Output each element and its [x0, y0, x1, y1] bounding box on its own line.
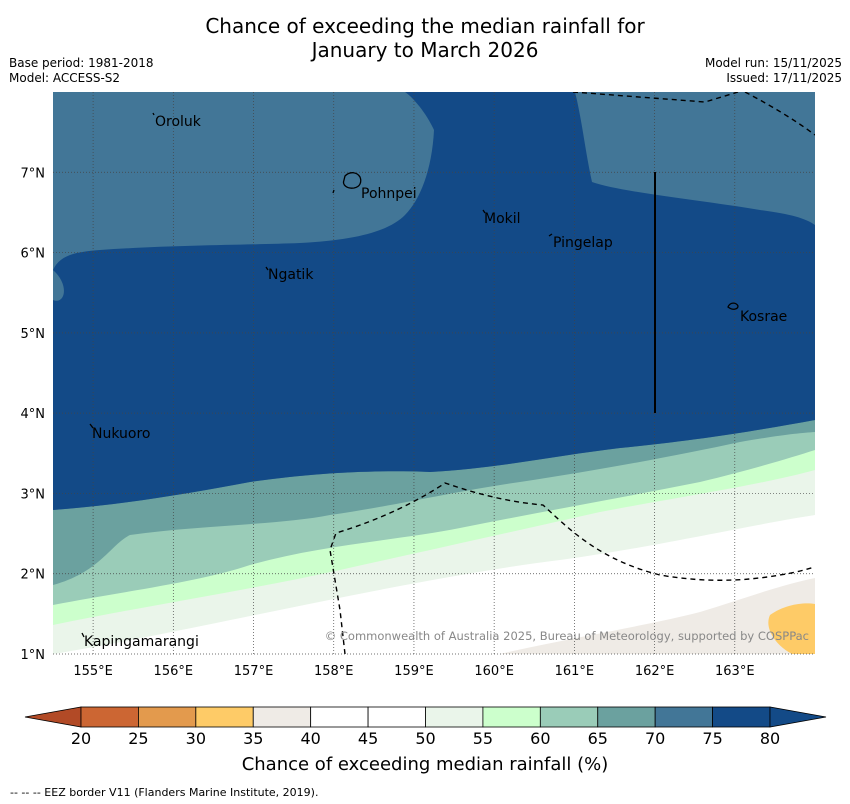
longitude-label: 159°E: [394, 664, 434, 679]
model-run-label: Model run: 15/11/2025: [704, 56, 842, 70]
colorbar-extend-low: [24, 706, 82, 728]
latitude-label: 7°N: [21, 166, 46, 181]
colorbar-segment: [252, 706, 312, 728]
place-label-nukuoro: Nukuoro: [92, 426, 150, 442]
colorbar: [24, 706, 827, 728]
latitude-labels: 7°N 6°N 5°N 4°N 3°N 2°N 1°N: [21, 166, 46, 663]
colorbar-tick-label: 60: [530, 729, 551, 748]
colorbar-tick-label: 80: [759, 729, 781, 748]
colorbar-tick-label: 20: [70, 729, 92, 748]
colorbar-tick-label: 30: [185, 729, 207, 748]
colorbar-segment: [367, 706, 426, 728]
map-title-line-1: Chance of exceeding the median rainfall …: [205, 14, 645, 38]
ngatik-atoll: [265, 266, 269, 271]
colorbar-tick-label: 35: [243, 729, 264, 748]
latitude-label: 5°N: [21, 327, 46, 342]
colorbar-title: Chance of exceeding median rainfall (%): [241, 754, 609, 775]
model-label: Model: ACCESS-S2: [9, 71, 121, 85]
longitude-label: 161°E: [555, 664, 595, 679]
longitude-label: 160°E: [474, 664, 514, 679]
colorbar-tick-label: 45: [357, 729, 379, 748]
mokil-atoll: [482, 209, 486, 214]
band-above-80: [53, 92, 815, 510]
colorbar-tick-label: 25: [128, 729, 149, 748]
place-label-ngatik: Ngatik: [268, 267, 314, 283]
colorbar-segment: [310, 706, 369, 728]
place-label-pingelap: Pingelap: [553, 235, 613, 251]
colorbar-segment: [712, 706, 771, 728]
longitude-label: 158°E: [314, 664, 354, 679]
colorbar-tick-label: 70: [644, 729, 666, 748]
base-period-label: Base period: 1981-2018: [9, 56, 154, 70]
place-label-kapingamarangi: Kapingamarangi: [84, 634, 199, 650]
map-title-line-2: January to March 2026: [311, 38, 539, 62]
kosrae-island: [727, 302, 739, 310]
colorbar-tick-label: 40: [300, 729, 321, 748]
eez-border: [329, 92, 815, 654]
colorbar-tick-label: 65: [587, 729, 608, 748]
place-label-kosrae: Kosrae: [740, 309, 787, 325]
colorbar-segment: [654, 706, 713, 728]
colorbar-segment: [425, 706, 484, 728]
latitude-label: 3°N: [21, 487, 46, 502]
latitude-label: 1°N: [21, 648, 46, 663]
longitude-label: 157°E: [234, 664, 274, 679]
place-label-mokil: Mokil: [484, 211, 521, 227]
band-50-55: [53, 516, 815, 654]
latitude-label: 2°N: [21, 568, 46, 583]
longitude-label: 155°E: [73, 664, 113, 679]
pingelap-atoll: [548, 233, 553, 237]
probability-field: [53, 92, 815, 654]
eez-footnote: -- -- -- EEZ border V11 (Flanders Marine…: [10, 786, 319, 799]
longitude-label: 163°E: [715, 664, 755, 679]
pohnpei-island: [342, 172, 362, 189]
colorbar-segment: [482, 706, 541, 728]
copyright-text: © Commonwealth of Australia 2025, Bureau…: [325, 629, 809, 643]
latitude-label: 6°N: [21, 247, 46, 262]
colorbar-tick-label: 75: [702, 729, 723, 748]
band-40-45: [500, 578, 815, 654]
issued-label: Issued: 17/11/2025: [726, 71, 842, 85]
colorbar-segment: [539, 706, 599, 728]
colorbar-extend-high: [769, 706, 827, 728]
oroluk-atoll: [152, 112, 155, 116]
longitude-label: 156°E: [154, 664, 194, 679]
colorbar-segment: [195, 706, 254, 728]
nukuoro-atoll: [89, 423, 94, 429]
place-label-oroluk: Oroluk: [155, 114, 202, 130]
latitude-label: 4°N: [21, 407, 46, 422]
ant-atoll: [332, 189, 335, 194]
longitude-labels: 155°E 156°E 157°E 158°E 159°E 160°E 161°E 162°E…: [73, 664, 754, 679]
longitude-label: 162°E: [635, 664, 675, 679]
colorbar-segment: [80, 706, 139, 728]
colorbar-tick-label: 55: [472, 729, 494, 748]
kapingamarangi-atoll: [81, 632, 85, 638]
band-35-40: [768, 603, 815, 654]
island-outlines: [81, 112, 739, 638]
colorbar-segment: [138, 706, 197, 728]
colorbar-segment: [597, 706, 656, 728]
colorbar-tick-label: 50: [415, 729, 436, 748]
place-label-pohnpei: Pohnpei: [361, 186, 417, 202]
